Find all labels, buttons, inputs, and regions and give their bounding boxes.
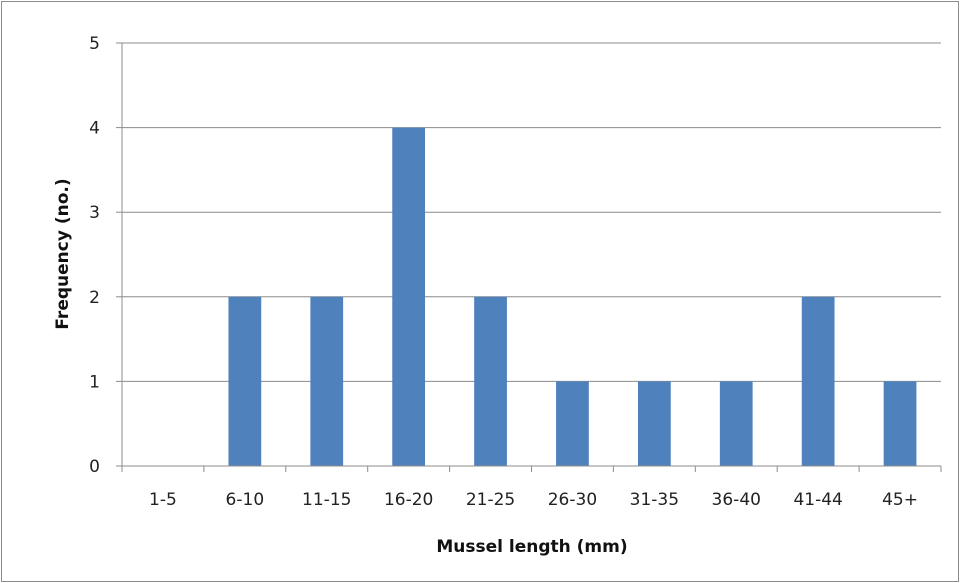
- y-tick-label: 3: [89, 203, 100, 223]
- bars: [228, 127, 917, 466]
- x-tick-label: 1-5: [149, 490, 177, 510]
- bar: [883, 381, 917, 466]
- x-tick-label: 36-40: [712, 490, 761, 510]
- x-tick-label: 16-20: [384, 490, 433, 510]
- axes: [116, 42, 942, 472]
- x-axis-title: Mussel length (mm): [436, 537, 627, 557]
- bar: [228, 296, 262, 466]
- y-tick-labels: 0 1 2 3 4 5: [89, 34, 100, 477]
- bar: [392, 127, 426, 466]
- x-tick-label: 21-25: [466, 490, 515, 510]
- y-tick-label: 2: [89, 288, 100, 308]
- y-tick-label: 0: [89, 457, 100, 477]
- bar: [474, 296, 507, 466]
- y-tick-label: 4: [89, 119, 100, 139]
- x-tick-label: 45+: [882, 490, 918, 510]
- bar: [801, 296, 835, 466]
- y-tick-label: 1: [89, 372, 100, 392]
- x-tick-label: 26-30: [548, 490, 597, 510]
- x-tick-label: 6-10: [226, 490, 265, 510]
- x-tick-labels: 1-5 6-10 11-15 16-20 21-25 26-30 31-35 36-40 41-…: [149, 490, 918, 510]
- bar: [556, 381, 589, 466]
- x-tick-label: 31-35: [630, 490, 679, 510]
- bar: [310, 296, 344, 466]
- x-tick-label: 41-44: [793, 490, 842, 510]
- bar: [637, 381, 671, 466]
- bar: [719, 381, 753, 466]
- y-tick-label: 5: [89, 34, 100, 54]
- x-tick-label: 11-15: [302, 490, 351, 510]
- y-axis-title: Frequency (no.): [53, 178, 73, 329]
